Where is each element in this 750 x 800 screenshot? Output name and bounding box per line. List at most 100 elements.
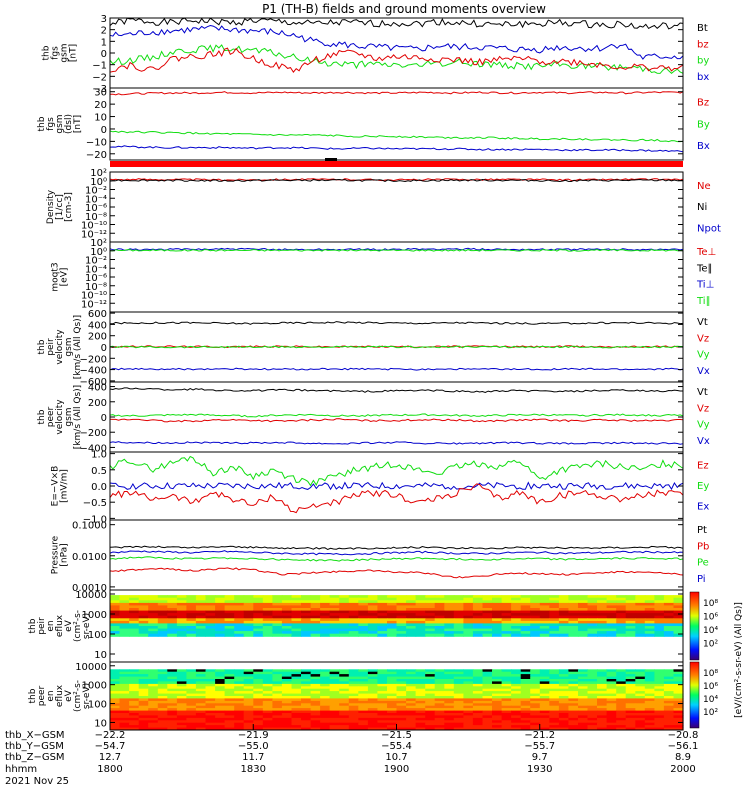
spectrogram-cell: [396, 700, 407, 704]
legend-entry: Te⊥: [696, 247, 716, 258]
y-tick-label: 10⁻⁸: [85, 282, 107, 293]
spectrogram-cell: [453, 693, 464, 697]
spectrogram-cell: [281, 688, 292, 692]
spectrogram-cell: [377, 633, 388, 637]
spectrogram-cell: [644, 717, 655, 721]
legend-entry: Bx: [697, 141, 710, 152]
spectrogram-cell: [186, 626, 197, 630]
spectrogram-cell: [138, 605, 149, 609]
spectrogram-cell: [205, 605, 216, 609]
spectrogram-cell: [358, 713, 369, 716]
spectrogram-cell: [406, 626, 417, 630]
y-tick-label: 10000: [75, 590, 107, 601]
spectrogram-cell: [415, 715, 426, 719]
spectrogram-cell: [644, 703, 655, 707]
spectrogram-cell: [234, 608, 245, 612]
spectrogram-cell: [635, 720, 646, 724]
spectrogram-cell: [167, 696, 178, 699]
spectrogram-cell: [444, 720, 455, 724]
spectrogram-cell: [148, 696, 159, 699]
spectrogram-cell: [578, 626, 589, 630]
spectrogram-cell: [148, 705, 159, 709]
spectrogram-cell: [482, 698, 493, 702]
spectrogram-cell: [281, 615, 292, 619]
spectrogram-cell: [329, 722, 340, 726]
spectrogram-cell: [492, 727, 503, 731]
series-red-line: [109, 418, 684, 423]
spectrogram-cell: [587, 725, 598, 728]
spectrogram-cell: [301, 705, 312, 709]
spectrogram-cell: [396, 727, 407, 731]
spectrogram-cell: [367, 686, 378, 690]
spectrogram-cell: [396, 623, 407, 627]
spectrogram-cell: [367, 615, 378, 619]
spectrogram-cell: [348, 700, 359, 704]
spectrogram-cell: [157, 703, 168, 707]
spectrogram-cell: [367, 610, 378, 614]
y-tick-label: 10⁻¹²: [81, 229, 107, 240]
spectrogram-cell: [406, 703, 417, 707]
spectrogram-cell: [616, 720, 627, 724]
spectrogram-cell: [511, 608, 522, 612]
spectrogram-cell: [215, 633, 226, 637]
spectrogram-cell: [558, 605, 569, 609]
spectrogram-cell: [215, 597, 226, 601]
spectrogram-cell: [138, 698, 149, 702]
spectrogram-cell: [167, 671, 178, 675]
spectrogram-cell: [578, 608, 589, 612]
spectrogram-cell: [501, 613, 512, 617]
spectrogram-cell: [387, 597, 398, 601]
spectrogram-cell: [119, 671, 130, 675]
spectrogram-cell: [176, 613, 187, 617]
spectrogram-cell: [539, 602, 550, 606]
spectrogram-cell: [243, 608, 254, 612]
spectrogram-cell: [186, 618, 197, 622]
spectrogram-cell: [406, 725, 417, 728]
x-tick-label: −21.5: [381, 730, 412, 741]
spectrogram-cell: [195, 679, 206, 682]
spectrogram-cell: [587, 628, 598, 632]
y-axis-label: peir: [37, 617, 47, 635]
spectrogram-cell: [520, 610, 531, 614]
spectrogram-cell: [396, 725, 407, 728]
y-axis-label: gsm: [64, 407, 74, 426]
spectrogram-cell: [425, 602, 436, 606]
spectrogram-cell: [415, 628, 426, 632]
spectrogram-cell: [358, 681, 369, 685]
spectrogram-cell: [138, 681, 149, 685]
spectrogram-cell: [119, 608, 130, 612]
spectrogram-cell: [444, 613, 455, 617]
spectrogram-cell: [138, 631, 149, 635]
spectrogram-cell: [301, 671, 312, 675]
spectrogram-cell: [167, 717, 178, 721]
spectrogram-cell: [339, 715, 350, 719]
spectrogram-cell: [463, 703, 474, 707]
spectrogram-cell: [568, 676, 579, 680]
spectrogram-cell: [492, 708, 503, 711]
spectrogram-cell: [530, 710, 541, 714]
series-green-line: [109, 556, 684, 562]
spectrogram-cell: [262, 597, 273, 601]
spectrogram-cell: [625, 725, 636, 728]
spectrogram-cell: [234, 669, 245, 673]
spectrogram-cell: [387, 600, 398, 604]
spectrogram-cell: [425, 608, 436, 612]
spectrogram-cell: [425, 705, 436, 709]
spectrogram-cell: [148, 623, 159, 627]
spectrogram-cell: [262, 703, 273, 707]
spectrogram-cell: [186, 602, 197, 606]
spectrogram-cell: [663, 698, 674, 702]
spectrogram-cell: [291, 610, 302, 614]
legend-entry: Pb: [697, 541, 709, 552]
spectrogram-cell: [110, 710, 121, 714]
spectrogram-cell: [501, 628, 512, 632]
spectrogram-cell: [644, 693, 655, 697]
spectrogram-cell: [635, 613, 646, 617]
spectrogram-cell: [176, 620, 187, 624]
spectrogram-cell: [387, 727, 398, 731]
spectrogram-cell: [520, 715, 531, 719]
spectrogram-cell: [148, 605, 159, 609]
spectrogram-cell: [482, 693, 493, 697]
spectrogram-cell: [129, 608, 140, 612]
